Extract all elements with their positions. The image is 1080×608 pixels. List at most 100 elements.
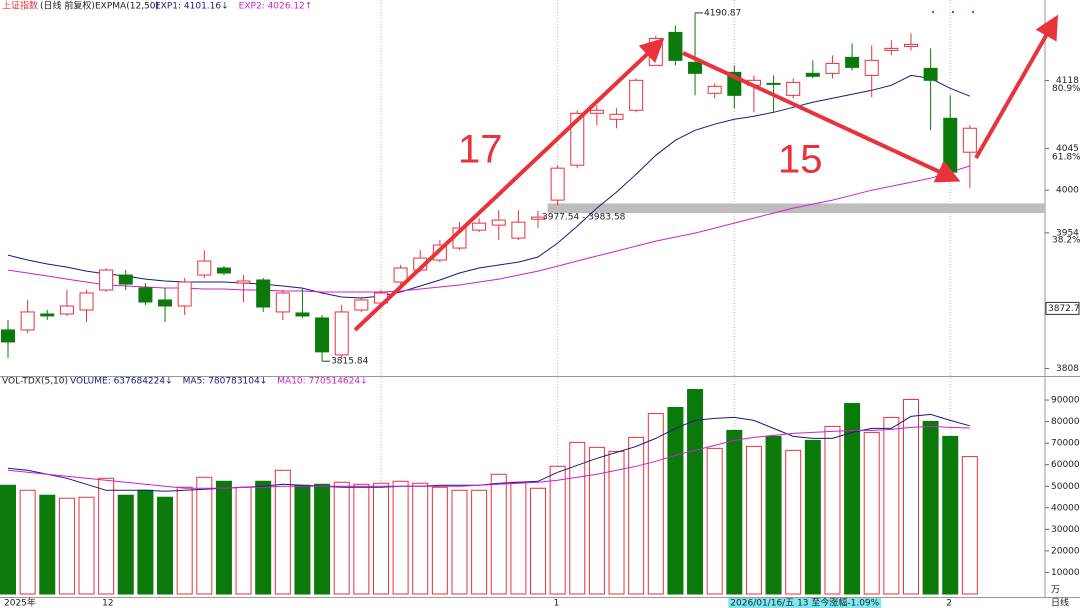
volume-bar	[274, 469, 291, 595]
y-tick-label: 4000	[1056, 186, 1079, 196]
trend-arrow-up-projection	[974, 14, 1058, 159]
candle-body	[805, 72, 820, 77]
legend-entry: MA5: 780783104↓	[183, 377, 268, 387]
candle-body	[177, 281, 192, 307]
y-tick-label: 90000	[1051, 396, 1080, 406]
x-tick-label: 2	[946, 599, 952, 608]
volume-bar	[785, 449, 802, 595]
candle-body	[158, 299, 173, 307]
annotation: 17	[458, 128, 503, 172]
cursor-date-box	[728, 598, 882, 608]
y-tick-label: 10000	[1051, 568, 1080, 578]
candle-body	[550, 167, 565, 201]
volume-ma-line	[7, 425, 970, 489]
volume-bar	[608, 450, 625, 595]
y-tick-label: 60000	[1051, 460, 1080, 470]
candle-body	[393, 267, 408, 283]
candle-body	[216, 267, 231, 274]
candle-body	[197, 260, 212, 276]
volume-bar	[176, 486, 193, 595]
volume-bar	[667, 406, 684, 595]
candle-body	[688, 61, 703, 74]
expma-line	[7, 165, 971, 293]
volume-bar	[726, 429, 743, 595]
volume-bar	[39, 494, 56, 595]
candle-body	[79, 292, 94, 311]
x-tick-label: 2025年	[4, 597, 36, 608]
y-tick-label: 4118	[1056, 76, 1079, 86]
volume-bar	[628, 436, 645, 595]
volume-bar	[137, 489, 154, 595]
candle-body	[1, 329, 15, 343]
annotation: 3977.54 - 3983.58	[542, 213, 626, 223]
volume-bar	[510, 481, 527, 595]
volume-bar	[863, 431, 880, 595]
marker-dot	[931, 10, 935, 14]
candle-body	[138, 287, 153, 303]
candle-body	[118, 274, 133, 285]
volume-bar	[235, 486, 252, 595]
candle-body	[629, 79, 644, 111]
volume-bar	[314, 483, 331, 595]
candle-body	[236, 280, 251, 284]
expma-line	[7, 74, 971, 299]
volume-bar	[922, 420, 939, 595]
high-label: 4190.87	[704, 8, 741, 18]
legend-entry: MA10: 770514624↓	[277, 377, 367, 387]
candle-body	[864, 59, 879, 76]
candle-body	[275, 292, 290, 313]
volume-bar	[569, 441, 586, 595]
volume-bar	[196, 476, 213, 595]
candle-body	[884, 47, 899, 51]
low-label: 3815.84	[331, 357, 368, 367]
y-tick-label: 70000	[1051, 439, 1080, 449]
y-tick-label: 30000	[1051, 525, 1080, 535]
volume-bar	[255, 480, 272, 595]
y-tick-label: 50000	[1051, 482, 1080, 492]
candle-body	[825, 62, 840, 74]
volume-bar	[78, 496, 95, 595]
volume-bar	[117, 494, 134, 595]
fib-label: 80.9%	[1052, 84, 1080, 94]
cursor-date-label: 2026/01/16/五 13 至今涨幅-1.09%	[730, 597, 879, 608]
volume-bar	[687, 389, 704, 595]
candle-body	[570, 112, 585, 166]
candle-body	[923, 67, 938, 81]
candle-body	[786, 81, 801, 96]
y-tick-label: 4045	[1056, 144, 1079, 154]
volume-bar	[353, 483, 370, 595]
volume-bar	[883, 416, 900, 595]
marker-dot	[951, 10, 955, 14]
volume-bar	[942, 435, 959, 595]
volume-bar	[431, 486, 448, 595]
candle-body	[256, 279, 271, 308]
volume-bar	[647, 412, 664, 595]
volume-bar	[0, 484, 16, 595]
y-tick-label: 20000	[1051, 546, 1080, 556]
cursor-price: 3872.7	[1048, 304, 1080, 314]
volume-bar	[844, 402, 861, 595]
volume-bar	[333, 481, 350, 595]
volume-unit: 万	[1051, 586, 1060, 596]
volume-bar	[588, 446, 605, 595]
volume-bar	[961, 456, 978, 595]
y-tick-label: 3808	[1056, 364, 1079, 374]
candle-body	[472, 222, 487, 231]
volume-bar	[490, 473, 507, 595]
candle-body	[962, 127, 977, 153]
volume-bar	[451, 489, 468, 595]
candle-body	[59, 305, 74, 315]
indicator-name: EXPMA(12,50)	[95, 2, 159, 12]
candle-body	[334, 311, 349, 356]
volume-bar	[471, 489, 488, 595]
trend-arrow-down	[682, 51, 961, 183]
legend-entry: VOLUME: 637684224↓	[70, 377, 173, 387]
volume-bar	[215, 480, 232, 595]
candle-body	[707, 85, 722, 94]
candle-body	[903, 43, 918, 47]
volume-bar	[530, 487, 547, 595]
trend-arrow-up	[353, 37, 665, 332]
candle-body	[99, 269, 114, 291]
